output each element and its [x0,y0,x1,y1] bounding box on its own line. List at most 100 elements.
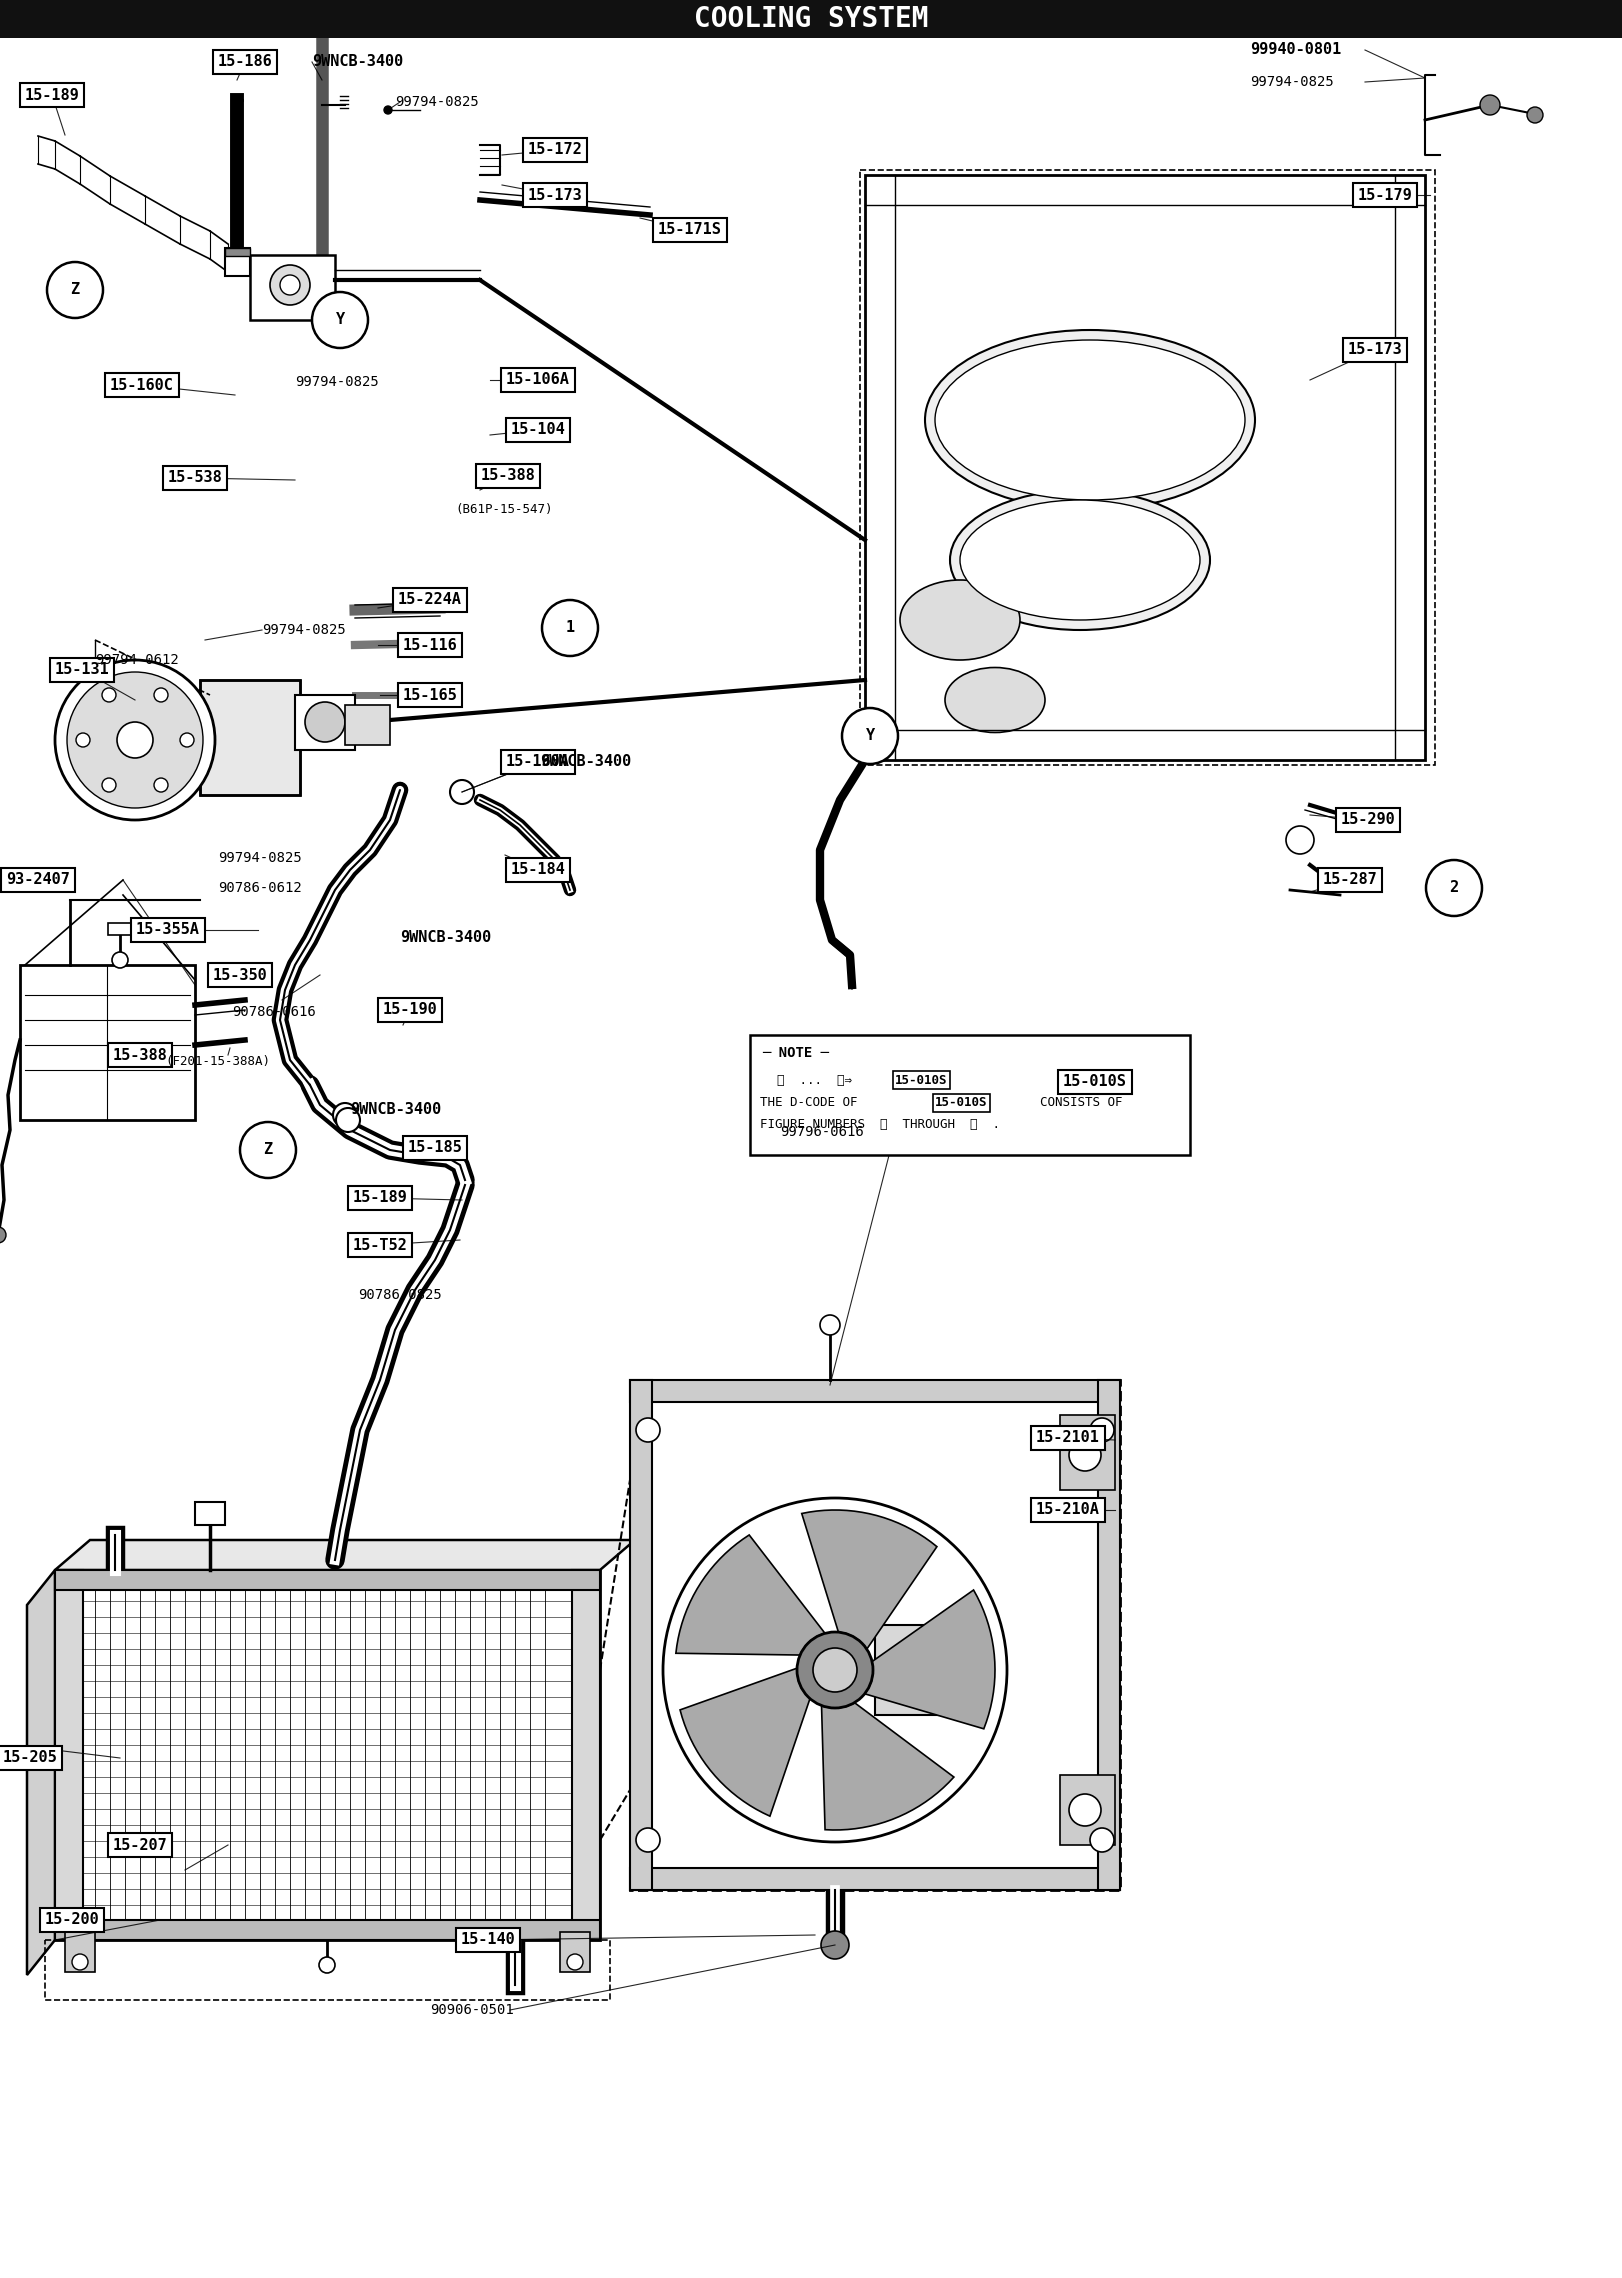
Bar [1061,1775,1114,1845]
Text: 15-010S: 15-010S [934,1096,988,1109]
Circle shape [1526,107,1543,123]
Bar [629,1380,1121,1891]
Circle shape [305,702,345,743]
Bar [45,1941,610,2000]
Bar [860,171,1435,765]
Text: 15-165: 15-165 [402,688,457,702]
Circle shape [311,292,368,349]
Circle shape [154,779,169,793]
Bar [225,248,250,276]
Text: 15-172: 15-172 [527,144,582,157]
Circle shape [821,1314,840,1335]
Text: 15-538: 15-538 [167,472,222,485]
Text: 15-T52: 15-T52 [352,1237,407,1253]
Text: 15-388: 15-388 [112,1048,167,1062]
Circle shape [1090,1827,1114,1852]
Text: 15-189: 15-189 [24,87,79,103]
Text: 9WNCB-3400: 9WNCB-3400 [350,1103,441,1118]
Text: 15-106A: 15-106A [506,374,569,387]
Bar [55,1570,600,1590]
Text: 15-173: 15-173 [527,187,582,203]
Bar [19,966,195,1121]
Polygon shape [680,1667,809,1816]
Text: (B61P-15-547): (B61P-15-547) [456,503,553,517]
Text: 15-287: 15-287 [1322,872,1377,888]
Bar [225,248,250,255]
Text: 15-160A: 15-160A [506,754,569,770]
Circle shape [1426,861,1483,916]
Text: 15-179: 15-179 [1358,187,1413,203]
Circle shape [1090,1417,1114,1442]
Text: 99940-0801: 99940-0801 [1251,43,1341,57]
Circle shape [47,262,104,319]
Bar [55,1570,600,1941]
Text: 9WNCB-3400: 9WNCB-3400 [401,929,491,945]
Bar [865,175,1426,761]
Bar [55,1920,600,1941]
Text: THE D-CODE OF: THE D-CODE OF [761,1096,858,1109]
Bar [200,681,300,795]
Ellipse shape [934,339,1246,499]
Circle shape [0,1228,6,1244]
Circle shape [449,779,474,804]
Text: 15-116: 15-116 [402,638,457,652]
Text: 99794-0825: 99794-0825 [396,96,478,109]
Polygon shape [55,1540,634,1570]
Text: 99794-0612: 99794-0612 [96,654,178,667]
Ellipse shape [946,667,1045,734]
Circle shape [1069,1440,1101,1472]
Circle shape [636,1417,660,1442]
Text: 15-171S: 15-171S [659,223,722,237]
Circle shape [842,708,899,763]
Text: 99794-0825: 99794-0825 [217,852,302,866]
Text: 90786-0616: 90786-0616 [232,1005,316,1018]
Text: Z: Z [70,282,79,298]
Circle shape [112,952,128,968]
Polygon shape [865,1590,994,1729]
Circle shape [542,599,599,656]
Text: 15-173: 15-173 [1348,342,1403,358]
Text: 15-388: 15-388 [480,469,535,483]
Text: 15-140: 15-140 [461,1932,516,1948]
Text: 1: 1 [566,620,574,636]
Text: 15-160C: 15-160C [110,378,174,392]
Text: 15-185: 15-185 [407,1141,462,1155]
Text: 15-290: 15-290 [1341,813,1395,827]
Circle shape [154,688,169,702]
Bar [573,1570,600,1941]
Text: 15-2101: 15-2101 [1036,1431,1100,1447]
Text: 15-355A: 15-355A [136,923,200,939]
Text: COOLING SYSTEM: COOLING SYSTEM [694,5,928,32]
Text: 15-010S: 15-010S [895,1073,947,1087]
Text: 15-210A: 15-210A [1036,1503,1100,1517]
Circle shape [281,276,300,294]
Circle shape [102,779,117,793]
Text: 99794-0825: 99794-0825 [1251,75,1333,89]
Circle shape [71,1955,88,1970]
Text: 15-200: 15-200 [45,1914,99,1927]
Circle shape [55,661,216,820]
Bar [55,1570,83,1941]
Circle shape [67,672,203,809]
Text: 2: 2 [1450,882,1458,895]
Circle shape [670,1506,1001,1836]
Text: 90786-0612: 90786-0612 [217,882,302,895]
Polygon shape [821,1702,954,1829]
Text: 99796-0616: 99796-0616 [780,1125,865,1139]
Text: Y: Y [866,729,874,743]
Text: ─ NOTE ─: ─ NOTE ─ [762,1046,829,1059]
Bar [749,1034,1191,1155]
Circle shape [76,734,89,747]
Text: 9WNCB-3400: 9WNCB-3400 [540,754,631,770]
Text: (F201-15-388A): (F201-15-388A) [165,1055,269,1068]
Text: 90906-0501: 90906-0501 [430,2002,514,2016]
Text: 15-010S: 15-010S [1062,1075,1127,1089]
Circle shape [180,734,195,747]
Ellipse shape [925,330,1255,510]
Bar [629,1868,1121,1891]
Bar [295,695,355,749]
Bar [200,681,300,795]
Polygon shape [28,1570,55,1975]
Text: 9WNCB-3400: 9WNCB-3400 [311,55,404,71]
Text: FIGURE NUMBERS  ①  THROUGH  ②  .: FIGURE NUMBERS ① THROUGH ② . [761,1118,1001,1132]
